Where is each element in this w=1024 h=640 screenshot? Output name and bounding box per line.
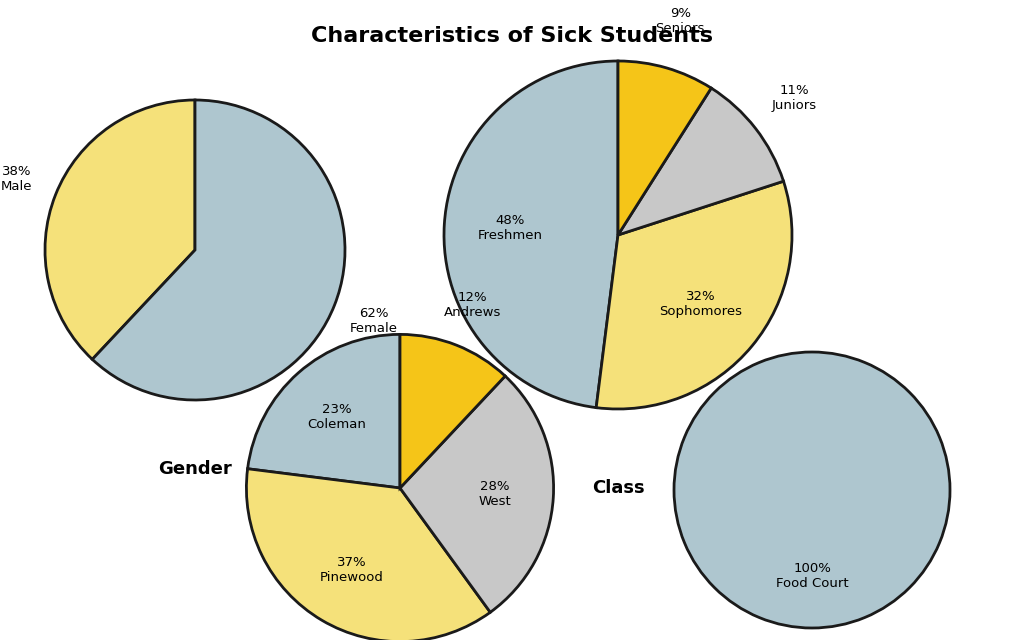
Wedge shape bbox=[674, 352, 950, 628]
Text: 48%
Freshmen: 48% Freshmen bbox=[478, 214, 543, 242]
Text: Characteristics of Sick Students: Characteristics of Sick Students bbox=[311, 26, 713, 45]
Text: 37%
Pinewood: 37% Pinewood bbox=[319, 556, 383, 584]
Text: Class: Class bbox=[592, 479, 644, 497]
Wedge shape bbox=[45, 100, 195, 359]
Text: 23%
Coleman: 23% Coleman bbox=[307, 403, 367, 431]
Text: 100%
Food Court: 100% Food Court bbox=[776, 561, 848, 589]
Wedge shape bbox=[92, 100, 345, 400]
Text: 12%
Andrews: 12% Andrews bbox=[443, 291, 501, 319]
Wedge shape bbox=[596, 181, 792, 409]
Wedge shape bbox=[618, 61, 712, 235]
Wedge shape bbox=[618, 88, 783, 235]
Wedge shape bbox=[400, 334, 505, 488]
Wedge shape bbox=[400, 376, 554, 612]
Text: 38%
Male: 38% Male bbox=[1, 165, 32, 193]
Text: Gender: Gender bbox=[158, 460, 231, 478]
Text: 28%
West: 28% West bbox=[478, 480, 511, 508]
Text: 9%
Seniors: 9% Seniors bbox=[655, 7, 705, 35]
Wedge shape bbox=[248, 334, 400, 488]
Text: 11%
Juniors: 11% Juniors bbox=[771, 84, 816, 113]
Text: 62%
Female: 62% Female bbox=[349, 307, 397, 335]
Wedge shape bbox=[444, 61, 618, 408]
Wedge shape bbox=[247, 468, 490, 640]
Text: 32%
Sophomores: 32% Sophomores bbox=[659, 290, 742, 318]
